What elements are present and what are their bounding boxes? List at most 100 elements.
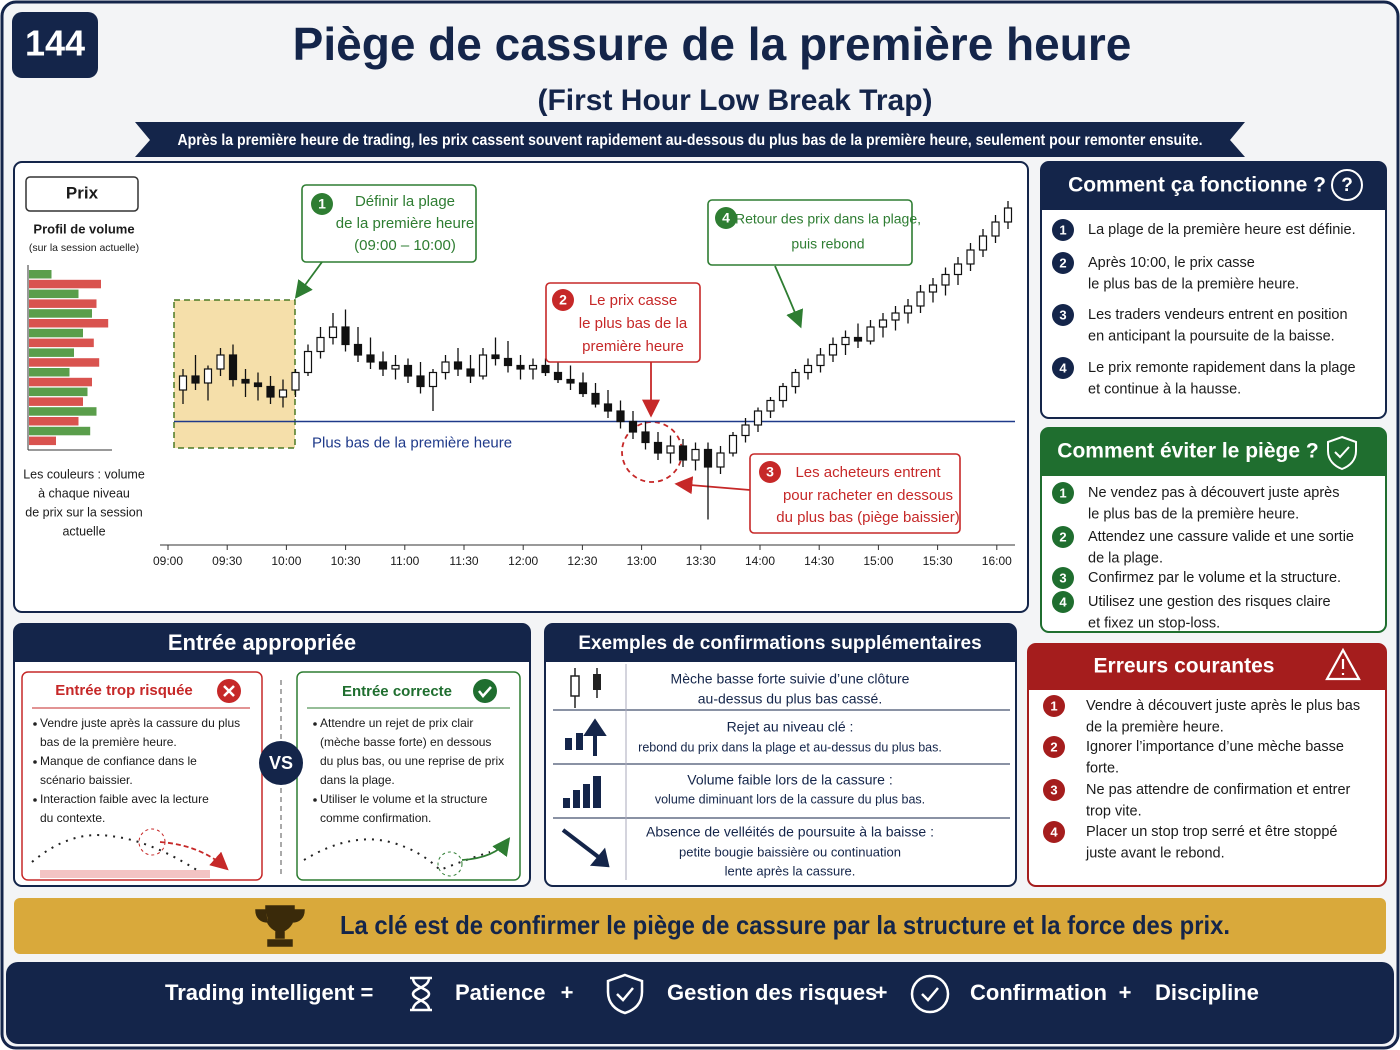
time-label: 14:30 [804, 554, 834, 568]
volume-bar [29, 436, 56, 446]
callout-text: (09:00 – 10:00) [354, 237, 456, 254]
candle-body [391, 364, 400, 370]
footer-label: Trading intelligent = [165, 980, 373, 1005]
candle-body [691, 448, 700, 461]
candle-body [528, 364, 538, 370]
candle-body [266, 385, 275, 398]
candle-body [966, 249, 975, 265]
candle-body [716, 452, 725, 468]
row-text: au-dessus du plus bas cassé. [698, 691, 882, 707]
item-text: Vendre à découvert juste après le plus b… [1086, 698, 1360, 714]
panel-title: Exemples de confirmations supplémentaire… [578, 633, 981, 654]
volume-bar [29, 377, 92, 387]
time-label: 11:00 [390, 554, 419, 568]
candle-body [866, 326, 875, 342]
candle-body [928, 284, 938, 293]
candle-body [791, 371, 800, 388]
candle-body [228, 354, 238, 381]
item-badge [1052, 526, 1074, 548]
item-badge [1052, 219, 1074, 241]
item-number: 3 [1059, 307, 1066, 322]
time-label: 16:00 [982, 554, 1012, 568]
icon-down [561, 828, 610, 868]
footer-separator: + [561, 980, 574, 1005]
mistakes-header [1028, 644, 1386, 690]
item-badge [1052, 357, 1074, 379]
shield-icon [606, 973, 644, 1015]
callout-box [707, 199, 913, 266]
item-text: et fixez un stop-loss. [1088, 615, 1220, 631]
mini-chart [303, 838, 491, 872]
candle-body [516, 364, 525, 370]
time-label: 11:30 [449, 554, 478, 568]
callout-badge [552, 289, 574, 311]
volume-subtitle: (sur la session actuelle) [29, 242, 139, 254]
bullet-dot [313, 722, 317, 726]
candle-body [553, 371, 563, 381]
bullet-text: du plus bas, ou une reprise de prix [320, 754, 504, 768]
candle-body [341, 326, 350, 346]
price-label: Prix [66, 183, 99, 202]
time-label: 10:30 [331, 554, 361, 568]
item-number: 4 [1059, 360, 1067, 375]
item-text: Après 10:00, le prix casse [1088, 255, 1255, 271]
icon-rebound [583, 718, 607, 756]
box-title: Entrée trop risquée [55, 682, 193, 699]
candle-body [728, 434, 738, 454]
candle-body [416, 375, 425, 388]
volume-note: Les couleurs : volume [23, 467, 145, 481]
candle-body [578, 382, 588, 395]
bullet-dot [33, 798, 37, 802]
check-icon [478, 686, 492, 698]
banner-text: Après la première heure de trading, les … [178, 132, 1203, 149]
bullet-text: du contexte. [40, 811, 105, 825]
icon-volume [573, 790, 580, 808]
candle-body [953, 263, 963, 276]
callout-text: puis rebond [791, 236, 864, 252]
volume-bar [29, 387, 88, 397]
candle-body [603, 403, 613, 412]
item-text: Utilisez une gestion des risques claire [1088, 594, 1331, 610]
candle-body [628, 420, 638, 433]
callout-badge [311, 193, 333, 215]
volume-bar [29, 426, 91, 436]
mini-highlight [437, 851, 463, 877]
candle-body [741, 424, 750, 437]
candle-body [678, 445, 688, 461]
item-number: 2 [1059, 529, 1066, 544]
time-label: 09:00 [153, 554, 183, 568]
volume-bar [29, 309, 92, 318]
candle-body [841, 336, 850, 346]
item-text: Confirmez par le volume et la structure. [1088, 570, 1341, 586]
bullet-text: Attendre un rejet de prix clair [320, 716, 473, 730]
time-label: 09:30 [212, 554, 242, 568]
callout-number: 4 [722, 210, 730, 226]
check-icon [921, 987, 939, 1002]
confirm-header [545, 624, 1016, 662]
footer-item: Confirmation [970, 980, 1107, 1005]
number-badge [12, 12, 98, 78]
callout-box [749, 453, 961, 534]
callout-badge [715, 207, 737, 229]
item-number: 4 [1059, 594, 1067, 609]
item-number: 2 [1050, 739, 1057, 754]
row-text: Volume faible lors de la cassure : [687, 772, 892, 788]
key-bar [14, 898, 1386, 954]
candle-body [366, 354, 375, 363]
bullet-text: Interaction faible avec la lecture [40, 792, 209, 806]
avoid-header [1041, 428, 1386, 476]
volume-bar [29, 328, 83, 338]
cross-icon [223, 685, 235, 697]
item-text: le plus bas de la première heure. [1088, 506, 1299, 522]
volume-bar [29, 270, 52, 279]
candle-body [566, 378, 575, 384]
title: Piège de cassure de la première heure [293, 18, 1132, 70]
item-text: Les traders vendeurs entrent en position [1088, 307, 1348, 323]
item-badge [1043, 821, 1065, 843]
callout-number: 1 [318, 196, 326, 212]
footer-item: Gestion des risques [667, 980, 877, 1005]
check-icon [473, 679, 497, 703]
bullet-text: dans la plage. [320, 773, 395, 787]
callout-box [301, 184, 477, 263]
box-title: Entrée correcte [342, 683, 452, 700]
